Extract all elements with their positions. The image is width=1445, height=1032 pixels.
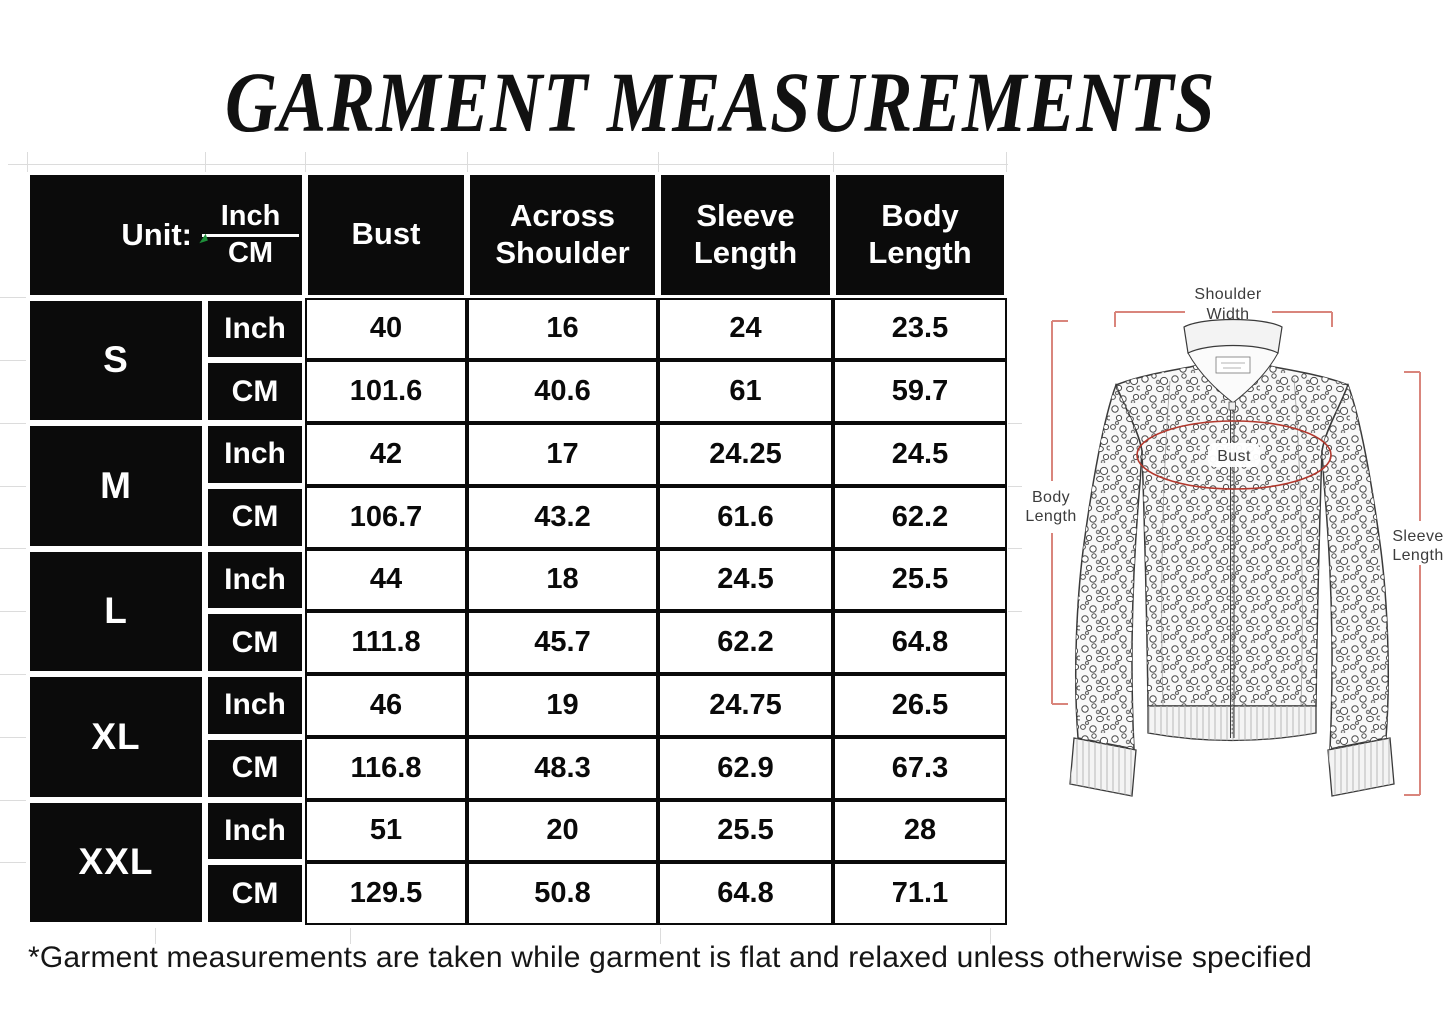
measurement-cell: 40.6 (467, 360, 658, 423)
measurement-cell: 43.2 (467, 485, 658, 549)
bust-ellipse (1136, 420, 1332, 490)
unit-row-label: CM (205, 611, 305, 674)
measurement-cell: 24.75 (658, 674, 833, 737)
measurement-cell: 24.5 (833, 423, 1007, 486)
measurement-cell: 62.2 (658, 611, 833, 674)
measurement-cell: 42 (305, 423, 467, 486)
measurement-cell: 28 (833, 799, 1007, 863)
body-length-label: Length (1025, 508, 1076, 525)
measurement-cell: 45.7 (467, 611, 658, 674)
size-label: L (27, 548, 205, 674)
measurement-cell: 50.8 (467, 862, 658, 925)
unit-option-cm: CM (227, 236, 274, 269)
measurement-cell: 67.3 (833, 736, 1007, 800)
measurement-cell: 24 (658, 297, 833, 361)
unit-row-label: CM (205, 862, 305, 925)
measurement-cell: 101.6 (305, 360, 467, 423)
column-header-sleeve-length: Sleeve Length (658, 172, 833, 298)
sleeve-length-label: Sleeve (1392, 528, 1443, 545)
measurement-cell: 116.8 (305, 736, 467, 800)
measurement-cell: 111.8 (305, 611, 467, 674)
measurement-brackets (1051, 311, 1421, 796)
unit-option-inch: Inch (220, 200, 281, 233)
measurement-cell: 16 (467, 297, 658, 361)
column-header-across-shoulder: Across Shoulder (467, 172, 658, 298)
measurement-cell: 44 (305, 548, 467, 612)
size-chart-table: Unit: Inch CM Bust Across Shoulder Sleev… (27, 172, 1007, 925)
size-label: S (27, 297, 205, 423)
size-label: M (27, 423, 205, 549)
shoulder-width-label: Width (1207, 306, 1250, 323)
size-label: XL (27, 674, 205, 800)
measurement-cell: 18 (467, 548, 658, 612)
brand-label (1215, 356, 1251, 374)
body-length-label: Body (1032, 489, 1070, 506)
page-title: GARMENT MEASUREMENTS (225, 54, 1216, 150)
measurement-cell: 17 (467, 423, 658, 486)
jacket-illustration (1069, 318, 1395, 797)
measurement-cell: 40 (305, 297, 467, 361)
green-marker-icon (197, 233, 208, 243)
unit-row-label: CM (205, 485, 305, 549)
column-header-body-length: Body Length (833, 172, 1007, 298)
measurement-cell: 64.8 (833, 611, 1007, 674)
bust-label: Bust (1208, 443, 1260, 467)
unit-row-label: Inch (205, 674, 305, 737)
unit-row-label: CM (205, 360, 305, 423)
unit-row-label: CM (205, 736, 305, 800)
measurement-cell: 25.5 (833, 548, 1007, 612)
measurement-cell: 59.7 (833, 360, 1007, 423)
svg-text:Bust: Bust (1217, 448, 1251, 465)
diagram-labels: Shoulder Width Body Length Sleeve Length (1025, 286, 1443, 564)
unit-header-cell: Unit: Inch CM (27, 172, 305, 298)
unit-row-label: Inch (205, 799, 305, 863)
measurement-cell: 64.8 (658, 862, 833, 925)
measurement-cell: 19 (467, 674, 658, 737)
measurement-cell: 62.9 (658, 736, 833, 800)
sleeve-length-bracket (1404, 371, 1421, 796)
column-header-bust: Bust (305, 172, 467, 298)
measurement-cell: 46 (305, 674, 467, 737)
measurement-cell: 71.1 (833, 862, 1007, 925)
unit-row-label: Inch (205, 548, 305, 612)
unit-label: Unit: (121, 216, 192, 252)
measurement-cell: 24.5 (658, 548, 833, 612)
body-length-bracket (1051, 320, 1068, 705)
measurement-cell: 51 (305, 799, 467, 863)
garment-diagram: Bust Shoulder Width Body Length Sleeve L… (1025, 286, 1443, 797)
unit-row-label: Inch (205, 423, 305, 486)
unit-row-label: Inch (205, 297, 305, 361)
footnote: *Garment measurements are taken while ga… (28, 941, 1313, 974)
measurement-cell: 106.7 (305, 485, 467, 549)
fraction-divider (197, 233, 299, 243)
measurement-cell: 61 (658, 360, 833, 423)
measurement-cell: 61.6 (658, 485, 833, 549)
measurement-cell: 24.25 (658, 423, 833, 486)
measurement-cell: 20 (467, 799, 658, 863)
measurement-cell: 23.5 (833, 297, 1007, 361)
measurement-cell: 25.5 (658, 799, 833, 863)
unit-fraction: Inch CM (197, 200, 299, 269)
measurement-cell: 129.5 (305, 862, 467, 925)
sleeve-length-label: Length (1392, 547, 1443, 564)
size-label: XXL (27, 799, 205, 925)
shoulder-width-label: Shoulder (1194, 286, 1262, 303)
shoulder-width-bracket (1114, 311, 1333, 327)
measurement-cell: 26.5 (833, 674, 1007, 737)
measurement-cell: 62.2 (833, 485, 1007, 549)
measurement-cell: 48.3 (467, 736, 658, 800)
